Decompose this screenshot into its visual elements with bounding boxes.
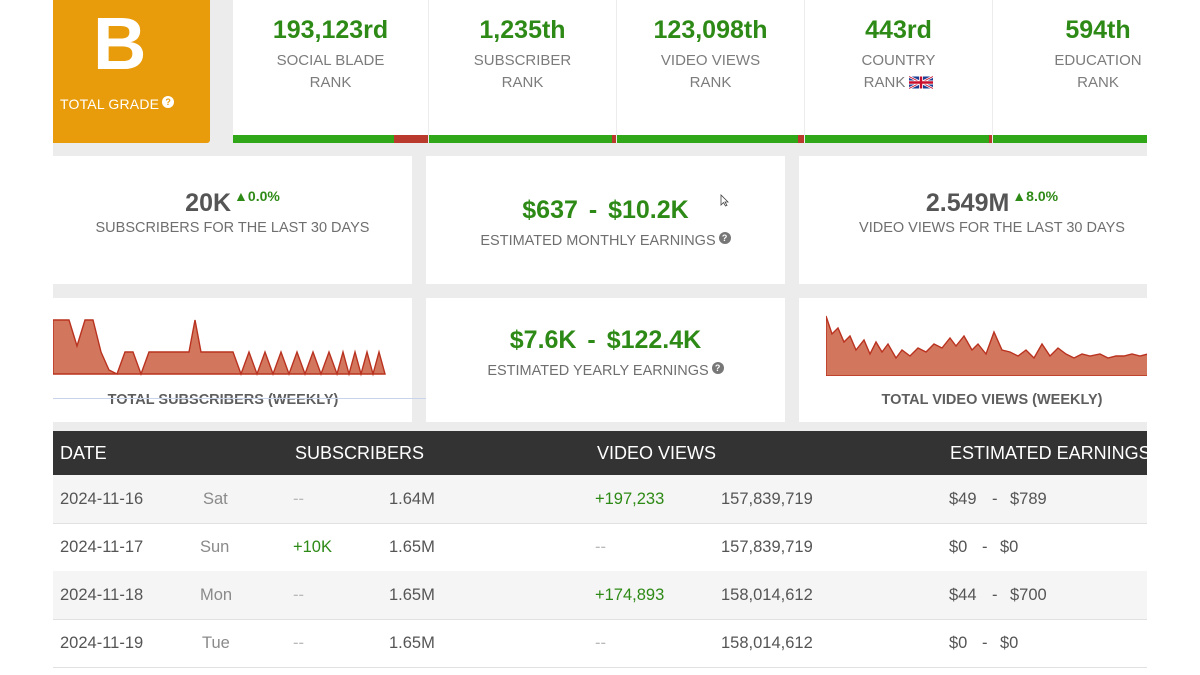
row-day: Mon (200, 586, 233, 604)
uk-flag-icon (909, 76, 934, 89)
row-date: 2024-11-16 (60, 490, 144, 508)
views-weekly-chart-card: TOTAL VIDEO VIEWS (WEEKLY) (799, 298, 1147, 422)
row-subs: 1.65M (389, 538, 435, 556)
yearly-earnings-card: $7.6K - $122.4K ESTIMATED YEARLY EARNING… (426, 298, 785, 422)
row-views: 157,839,719 (721, 490, 813, 508)
rank-label: SUBSCRIBER RANK (473, 52, 572, 91)
rank-country: 443rd COUNTRY RANK (805, 0, 993, 143)
rank-education: 594th EDUCATION RANK (993, 0, 1147, 143)
rank-subscribers: 1,235th SUBSCRIBER RANK (429, 0, 617, 143)
views-weekly-caption: TOTAL VIDEO VIEWS (WEEKLY) (881, 392, 1103, 408)
rank-progress-bar (993, 135, 1147, 143)
row-earn-low: $49 (949, 490, 977, 508)
row-earn-high: $0 (1000, 634, 1019, 652)
table-row: 2024-11-16 Sat -- 1.64M +197,233 157,839… (53, 475, 1147, 524)
change-up-icon: ▲8.0% (1012, 188, 1059, 204)
rank-value: 443rd (865, 16, 932, 44)
row-sub-change: -- (293, 634, 304, 652)
question-icon[interactable]: ? (162, 96, 175, 108)
views-30d-card: 2.549M ▲8.0% VIDEO VIEWS FOR THE LAST 30 … (799, 156, 1147, 284)
row-earn-sep: - (982, 634, 988, 652)
row-sub-change: +10K (293, 538, 332, 556)
row-subs: 1.65M (389, 586, 435, 604)
row-views-change: +197,233 (595, 490, 665, 508)
rank-row: 193,123rd SOCIAL BLADE RANK 1,235th SUBSC… (233, 0, 1147, 143)
row-views: 158,014,612 (721, 586, 813, 604)
rank-socialblade: 193,123rd SOCIAL BLADE RANK (233, 0, 429, 143)
monthly-earnings-value: $637 - $10.2K (522, 196, 689, 224)
rank-value: 594th (1065, 16, 1131, 44)
subscribers-weekly-chart-card: TOTAL SUBSCRIBERS (WEEKLY) (53, 298, 693, 422)
row-views-change: -- (595, 634, 606, 652)
yearly-earnings-value: $7.6K - $122.4K (509, 326, 702, 354)
row-views: 157,839,719 (721, 538, 813, 556)
row-subs: 1.64M (389, 490, 435, 508)
table-header: DATE SUBSCRIBERS VIDEO VIEWS ESTIMATED E… (53, 431, 1147, 475)
question-icon[interactable]: ? (718, 232, 731, 244)
monthly-earnings-card: $637 - $10.2K ESTIMATED MONTHLY EARNINGS… (426, 156, 785, 284)
row-subs: 1.65M (389, 634, 435, 652)
header-video-views[interactable]: VIDEO VIEWS (597, 443, 717, 463)
row-earn-sep: - (992, 490, 998, 508)
rank-value: 123,098th (653, 16, 768, 44)
rank-progress-bar (233, 135, 428, 143)
rank-label: EDUCATION RANK (1054, 52, 1142, 91)
grade-label-row: TOTAL GRADE? (60, 96, 175, 112)
question-icon[interactable]: ? (711, 362, 724, 374)
row-earn-sep: - (982, 538, 988, 556)
channel-stats-panel: B TOTAL GRADE? 193,123rd SOCIAL BLADE RAN… (53, 0, 1147, 675)
rank-progress-bar (617, 135, 804, 143)
row-views-change: +174,893 (595, 586, 665, 604)
subscribers-30d-card: 20K ▲0.0% SUBSCRIBERS FOR THE LAST 30 DAY… (53, 156, 412, 284)
subscribers-weekly-caption: TOTAL SUBSCRIBERS (WEEKLY) (107, 392, 339, 408)
header-subscribers[interactable]: SUBSCRIBERS (295, 443, 425, 463)
rank-label: VIDEO VIEWS RANK (660, 52, 761, 91)
total-grade-card: B TOTAL GRADE? (53, 0, 210, 143)
row-earn-low: $44 (949, 586, 977, 604)
change-up-icon: ▲0.0% (234, 188, 280, 204)
row-date: 2024-11-18 (60, 586, 144, 604)
rank-progress-bar (429, 135, 616, 143)
views-30d-label: VIDEO VIEWS FOR THE LAST 30 DAYS (859, 220, 1125, 236)
rank-value: 193,123rd (272, 16, 389, 44)
row-sub-change: -- (293, 490, 304, 508)
row-views: 158,014,612 (721, 634, 813, 652)
row-date: 2024-11-19 (60, 634, 144, 652)
row-views-change: -- (595, 538, 606, 556)
rank-label: SOCIAL BLADE RANK (276, 52, 385, 91)
table-row: 2024-11-19 Tue -- 1.65M -- 158,014,612 $… (53, 619, 1147, 668)
row-day: Tue (202, 634, 230, 652)
grade-label: TOTAL GRADE (60, 96, 160, 112)
subscribers-weekly-chart (53, 319, 386, 377)
daily-stats-table: DATE SUBSCRIBERS VIDEO VIEWS ESTIMATED E… (53, 431, 1147, 675)
monthly-earnings-label-row: ESTIMATED MONTHLY EARNINGS? (426, 232, 785, 249)
table-row: 2024-11-17 Sun +10K 1.65M -- 157,839,719… (53, 523, 1147, 572)
row-day: Sat (203, 490, 228, 508)
row-earn-sep: - (992, 586, 998, 604)
mouse-cursor-icon (720, 194, 729, 207)
row-day: Sun (200, 538, 230, 556)
table-row: 2024-11-18 Mon -- 1.65M +174,893 158,014… (53, 571, 1147, 620)
rank-label: COUNTRY RANK (861, 52, 936, 91)
rank-progress-bar (805, 135, 992, 143)
header-earnings[interactable]: ESTIMATED EARNINGS (950, 443, 1147, 463)
row-earn-high: $789 (1010, 490, 1047, 508)
row-sub-change: -- (293, 586, 304, 604)
row-date: 2024-11-17 (60, 538, 144, 556)
row-earn-high: $0 (1000, 538, 1019, 556)
yearly-earnings-label-row: ESTIMATED YEARLY EARNINGS? (426, 362, 785, 379)
row-earn-high: $700 (1010, 586, 1047, 604)
header-date[interactable]: DATE (60, 443, 107, 463)
divider (53, 398, 693, 399)
subscribers-30d-value-row: 20K ▲0.0% (185, 188, 280, 217)
rank-video-views: 123,098th VIDEO VIEWS RANK (617, 0, 805, 143)
subscribers-30d-label: SUBSCRIBERS FOR THE LAST 30 DAYS (95, 220, 370, 236)
row-earn-low: $0 (949, 634, 968, 652)
views-30d-value-row: 2.549M ▲8.0% (925, 188, 1059, 217)
views-weekly-chart (826, 315, 1147, 376)
grade-letter: B (93, 2, 147, 85)
row-earn-low: $0 (949, 538, 968, 556)
rank-value: 1,235th (479, 16, 566, 44)
